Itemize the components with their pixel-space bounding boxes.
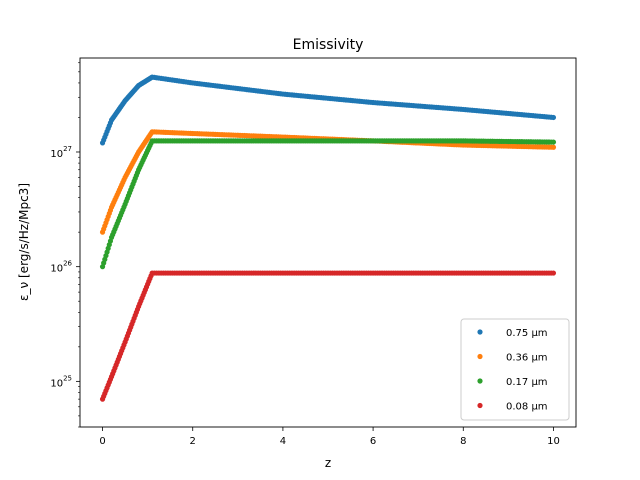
y-tick-label: 1026 bbox=[50, 260, 72, 275]
x-tick-label: 2 bbox=[190, 436, 196, 447]
legend-marker bbox=[477, 402, 483, 409]
legend-label: 0.36 μm bbox=[506, 353, 548, 364]
y-tick-label: 1025 bbox=[50, 374, 72, 389]
x-axis-ticks: 0 2 4 6 8 10 bbox=[99, 427, 560, 447]
y-axis-ticks: 1025 1026 1027 bbox=[50, 62, 80, 428]
plot-frame bbox=[79, 57, 577, 428]
legend-label: 0.08 μm bbox=[506, 402, 548, 413]
legend-marker bbox=[477, 329, 483, 335]
legend-label: 0.75 μm bbox=[506, 328, 548, 339]
y-tick-label: 1027 bbox=[50, 145, 72, 160]
y-axis-label: ε_ν [erg/s/Hz/Mpc3] bbox=[17, 183, 31, 301]
series-0 bbox=[99, 74, 557, 146]
x-tick-label: 10 bbox=[547, 436, 560, 447]
x-tick-label: 0 bbox=[99, 436, 105, 447]
x-tick-label: 4 bbox=[280, 436, 286, 447]
x-tick-label: 8 bbox=[460, 436, 466, 447]
series-3 bbox=[99, 270, 557, 402]
legend-label: 0.17 μm bbox=[506, 377, 548, 388]
series-2 bbox=[99, 138, 557, 270]
data-point bbox=[550, 114, 557, 121]
legend-frame bbox=[460, 318, 570, 421]
x-axis-label: z bbox=[325, 456, 331, 470]
data-point bbox=[550, 139, 557, 145]
data-marks bbox=[99, 74, 557, 402]
x-tick-label: 6 bbox=[370, 436, 376, 447]
legend-marker bbox=[477, 378, 483, 384]
data-point bbox=[550, 270, 557, 276]
data-point bbox=[550, 144, 557, 150]
legend: 0.75 μm 0.36 μm 0.17 μm 0.08 μm bbox=[460, 318, 570, 421]
legend-marker bbox=[477, 353, 483, 360]
chart-title: Emissivity bbox=[293, 37, 364, 53]
